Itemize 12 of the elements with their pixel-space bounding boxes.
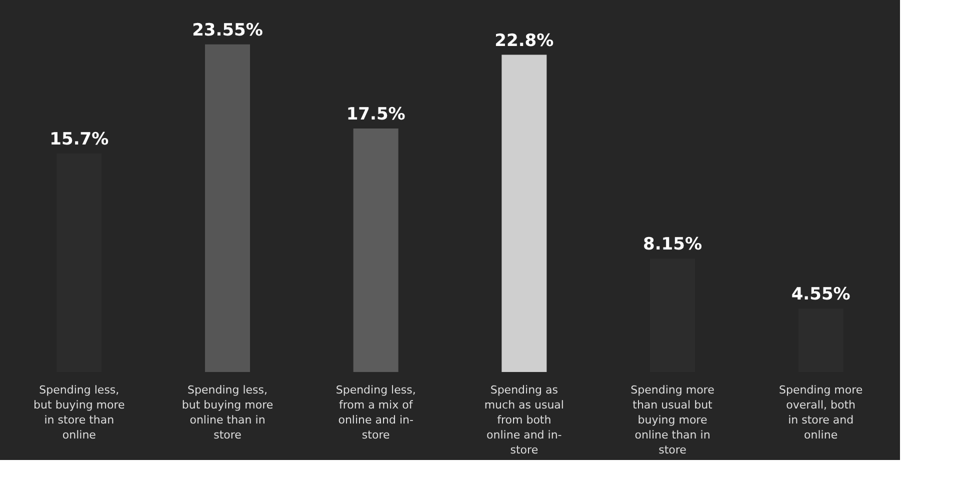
x-tick-label: Spending less, from a mix of online and in-store [336, 384, 416, 442]
data-label: 22.8% [494, 30, 554, 51]
x-tick-label: Spending more overall, both in store and online [778, 384, 863, 442]
data-label: 4.55% [791, 284, 850, 305]
x-tick-label: Spending as much as usual from both online and in-store [484, 384, 564, 456]
x-tick-label: Spending less, but buying more in store than online [34, 384, 126, 442]
x-tick-label: Spending less, but buying more online than in store [182, 384, 274, 442]
data-label: 23.55% [192, 20, 263, 40]
data-label: 8.15% [643, 234, 702, 255]
data-label: 17.5% [346, 104, 406, 124]
data-label: 15.7% [50, 130, 109, 150]
x-tick-label: Spending more than usual but buying more online than in store [630, 384, 715, 456]
